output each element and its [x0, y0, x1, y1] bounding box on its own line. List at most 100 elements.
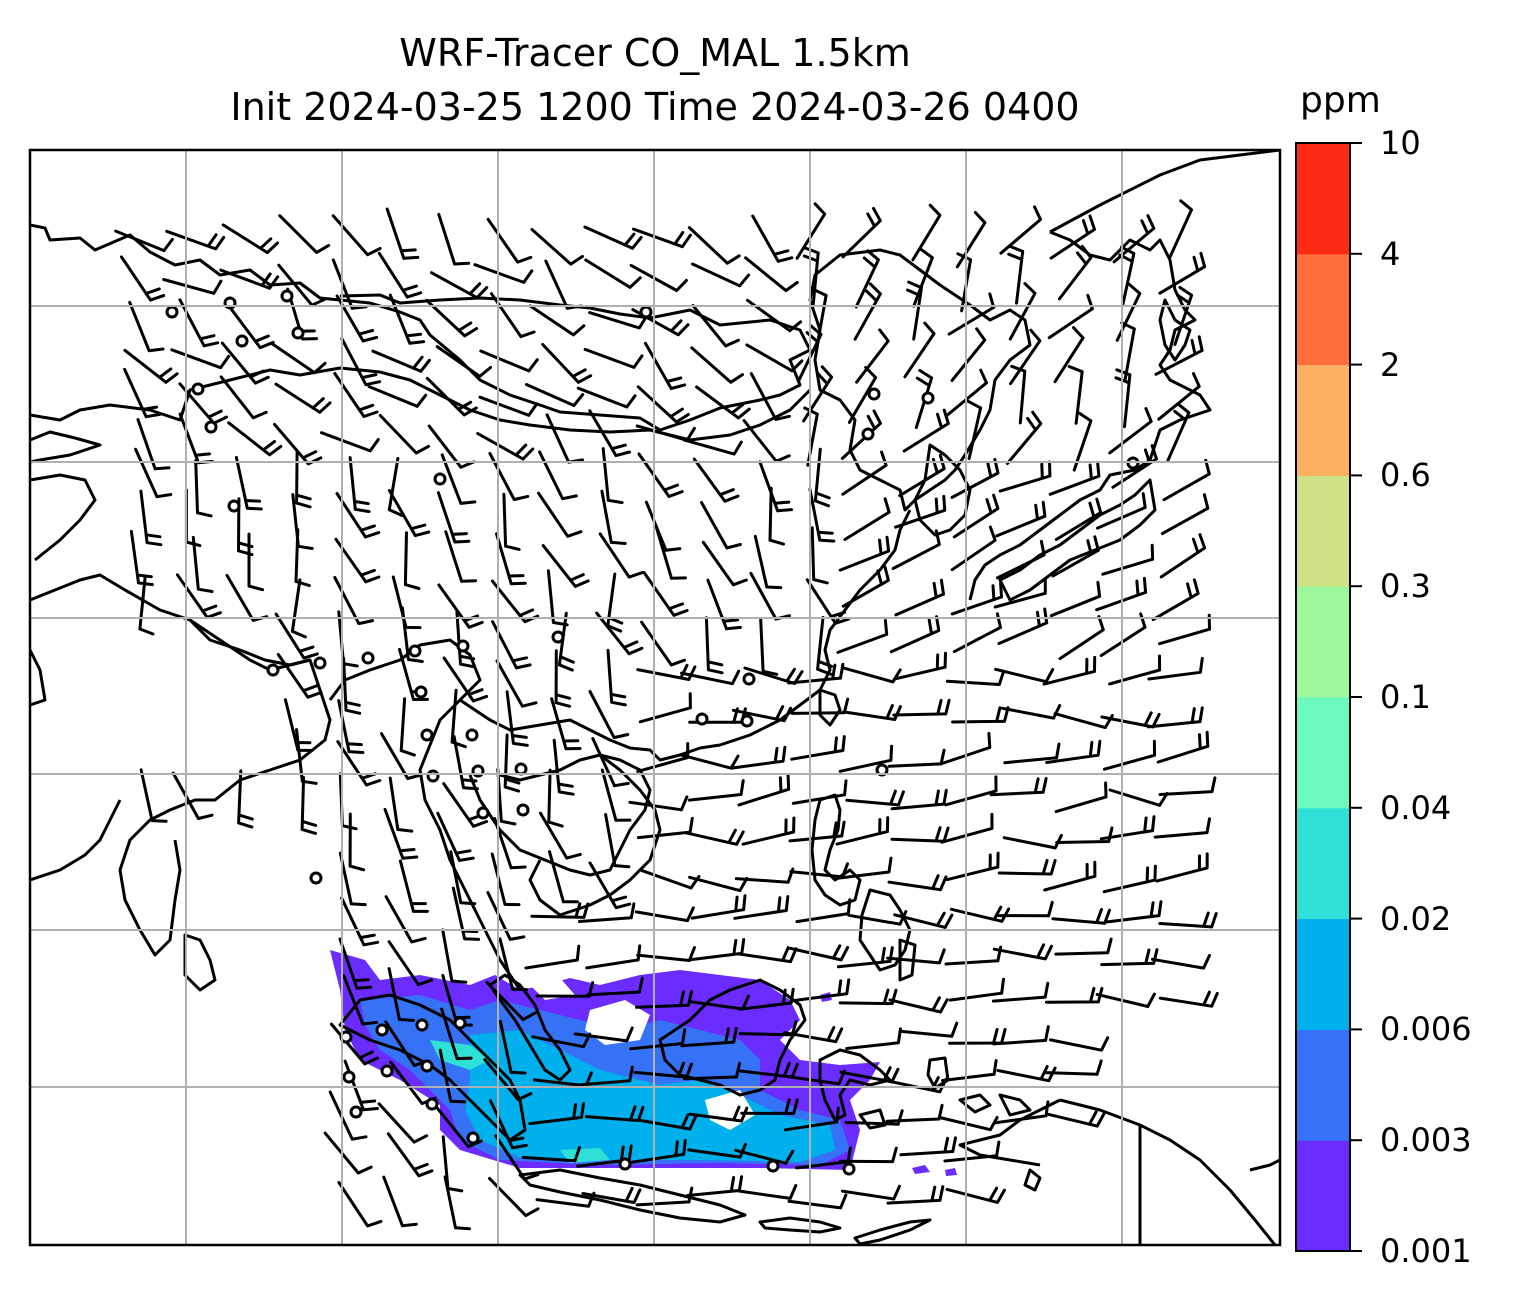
- wind-barb: [1054, 781, 1108, 814]
- wind-barb: [342, 656, 362, 715]
- calm-wind-marker: [425, 1097, 439, 1111]
- colorbar-bin: [1296, 586, 1350, 698]
- calm-wind-marker: [309, 871, 323, 885]
- wind-barb: [1045, 739, 1102, 764]
- wind-barb: [637, 1113, 698, 1131]
- wind-barb: [994, 667, 1055, 684]
- wind-barb: [237, 769, 254, 829]
- wind-barb: [730, 745, 787, 770]
- wind-barb: [383, 807, 419, 860]
- wind-barb: [170, 348, 231, 370]
- wind-barb: [943, 1140, 1001, 1163]
- wind-barb: [528, 304, 586, 337]
- wind-barb: [995, 900, 1054, 918]
- calm-wind-marker: [766, 1159, 780, 1173]
- wind-barb: [633, 1061, 693, 1079]
- wind-barb: [638, 692, 692, 724]
- wind-barb: [839, 1066, 900, 1084]
- wind-barb: [1108, 407, 1153, 455]
- wind-barb: [591, 737, 630, 788]
- map-gridlines: [30, 150, 1280, 1245]
- wind-barb: [595, 611, 644, 656]
- wind-barb: [632, 227, 692, 249]
- wind-barb: [123, 348, 179, 384]
- wind-barb: [636, 816, 694, 840]
- wind-barb: [524, 383, 585, 407]
- wind-barb: [435, 345, 492, 378]
- wind-barb: [541, 343, 593, 384]
- wind-barb: [1053, 326, 1085, 384]
- wind-barb: [941, 1059, 998, 1082]
- wind-barb: [854, 249, 880, 309]
- wind-barb: [1102, 739, 1156, 771]
- wind-barb: [706, 578, 742, 631]
- wind-barb: [793, 978, 851, 1002]
- wind-barb: [847, 366, 878, 424]
- wind-barb: [682, 438, 743, 456]
- wind-barb: [498, 937, 529, 992]
- colorbar-tick-label: 0.3: [1380, 567, 1431, 606]
- wind-barb: [367, 385, 428, 408]
- wind-barb: [997, 858, 1057, 876]
- wind-barb: [1049, 580, 1102, 618]
- wind-barb: [1051, 908, 1111, 925]
- wind-barb: [388, 293, 426, 345]
- wind-barb: [573, 1026, 634, 1043]
- calm-wind-marker: [266, 663, 280, 677]
- wind-barb: [333, 372, 379, 418]
- wind-barb: [1158, 776, 1217, 796]
- wind-barb: [277, 263, 327, 307]
- wind-barb: [679, 753, 740, 770]
- wind-barb: [547, 768, 564, 828]
- wind-barb: [588, 409, 631, 458]
- wind-barb: [220, 341, 270, 385]
- wind-barb: [783, 1106, 840, 1132]
- calm-wind-marker: [551, 630, 565, 644]
- wind-barb: [1151, 578, 1200, 622]
- wind-barb: [333, 576, 374, 626]
- wind-barb: [1054, 937, 1113, 956]
- wind-barb: [835, 856, 893, 880]
- wind-barb: [585, 1105, 645, 1122]
- calm-wind-marker: [695, 712, 709, 726]
- wind-barb: [952, 612, 1002, 654]
- wind-barb: [759, 617, 779, 676]
- calm-wind-marker: [204, 420, 218, 434]
- wind-barb: [600, 489, 627, 545]
- wind-barb: [1153, 817, 1211, 839]
- wind-barb: [276, 653, 323, 699]
- wind-barb: [343, 1059, 379, 1112]
- wind-barb: [247, 532, 265, 592]
- wind-barb: [175, 573, 222, 619]
- wind-barb: [738, 987, 795, 1011]
- wind-barb: [554, 649, 572, 708]
- calm-wind-marker: [291, 326, 305, 340]
- calm-wind-marker: [165, 305, 179, 319]
- wind-barb: [425, 376, 478, 417]
- wind-barb: [695, 385, 751, 420]
- wind-barb: [601, 447, 624, 505]
- wind-barb: [348, 456, 371, 514]
- wind-barb: [787, 1193, 848, 1210]
- wind-barb: [576, 1065, 634, 1087]
- wind-barb: [737, 1184, 798, 1200]
- wind-barb: [903, 321, 936, 379]
- wind-barb: [1166, 402, 1191, 462]
- wind-barb: [134, 447, 173, 499]
- wind-barb: [690, 346, 744, 384]
- wind-barb: [377, 251, 423, 299]
- wind-barb: [528, 1102, 585, 1126]
- wind-barb: [1042, 655, 1097, 686]
- colorbar-bin: [1296, 1140, 1350, 1252]
- wind-barb: [489, 1099, 528, 1150]
- wind-barb: [992, 943, 1053, 961]
- wind-barb: [1043, 1059, 1103, 1076]
- wind-barb: [486, 891, 526, 941]
- wind-barb: [841, 704, 902, 721]
- wind-barb: [629, 1028, 687, 1051]
- wind-barb: [1158, 990, 1219, 1008]
- calm-wind-marker: [380, 1064, 394, 1078]
- wind-barb: [952, 493, 1000, 539]
- calm-wind-marker: [453, 1016, 467, 1030]
- wind-barb: [945, 669, 1006, 686]
